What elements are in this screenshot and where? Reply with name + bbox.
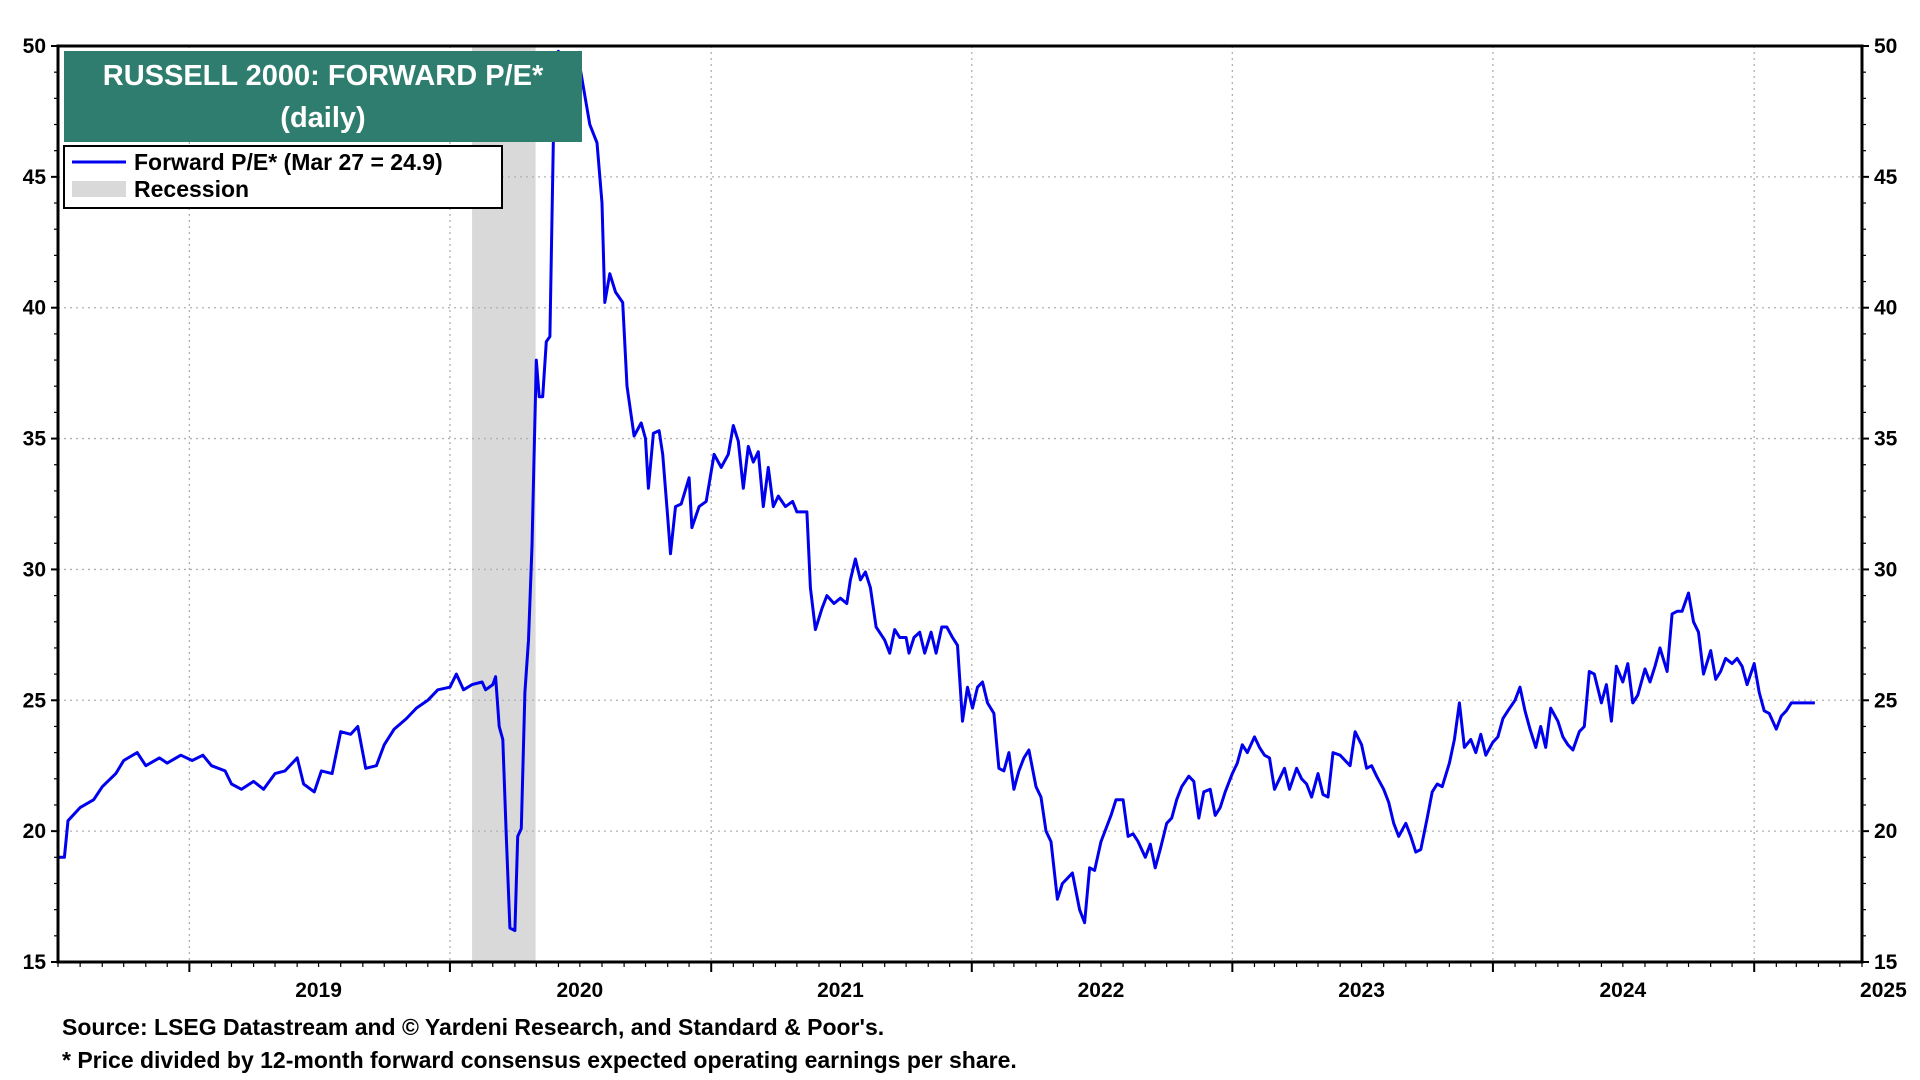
y-tick-label-right: 15 [1874, 951, 1898, 974]
title-box: RUSSELL 2000: FORWARD P/E* (daily) [64, 51, 582, 142]
x-tick-label: 2019 [295, 979, 342, 1002]
source-note: Source: LSEG Datastream and © Yardeni Re… [62, 1014, 885, 1040]
y-tick-label-left: 20 [23, 820, 46, 843]
y-tick-label-left: 25 [23, 689, 47, 712]
y-tick-label-right: 50 [1874, 35, 1897, 58]
legend-swatch-recession [72, 181, 126, 197]
x-tick-label: 2024 [1599, 979, 1646, 1002]
y-tick-label-right: 40 [1874, 297, 1897, 320]
y-tick-label-right: 20 [1874, 820, 1897, 843]
y-tick-label-left: 30 [23, 558, 46, 581]
y-tick-label-left: 45 [23, 166, 47, 189]
y-tick-label-right: 45 [1874, 166, 1898, 189]
series-layer [58, 49, 1815, 933]
chart-subtitle: (daily) [280, 102, 365, 134]
x-tick-label: 2020 [556, 979, 603, 1002]
y-tick-label-right: 25 [1874, 689, 1898, 712]
legend-label-recession: Recession [134, 176, 249, 202]
y-tick-label-left: 40 [23, 297, 46, 320]
x-tick-label: 2023 [1338, 979, 1385, 1002]
legend: Forward P/E* (Mar 27 = 24.9) Recession [63, 145, 503, 209]
y-tick-label-left: 15 [23, 951, 47, 974]
legend-label-forward-pe: Forward P/E* (Mar 27 = 24.9) [134, 149, 443, 175]
x-tick-label: 2025 [1860, 979, 1907, 1002]
y-tick-label-left: 50 [23, 35, 46, 58]
series-line-forward-pe [58, 49, 1815, 933]
footnote-definition: * Price divided by 12-month forward cons… [62, 1047, 1017, 1073]
title-background [64, 51, 582, 142]
x-tick-label: 2022 [1078, 979, 1125, 1002]
y-tick-label-right: 30 [1874, 558, 1897, 581]
plot-frame [56, 44, 1864, 964]
y-tick-label-left: 35 [23, 428, 47, 451]
y-tick-label-right: 35 [1874, 428, 1898, 451]
legend-box [63, 145, 503, 209]
x-tick-label: 2021 [817, 979, 864, 1002]
chart-title: RUSSELL 2000: FORWARD P/E* [103, 60, 544, 92]
